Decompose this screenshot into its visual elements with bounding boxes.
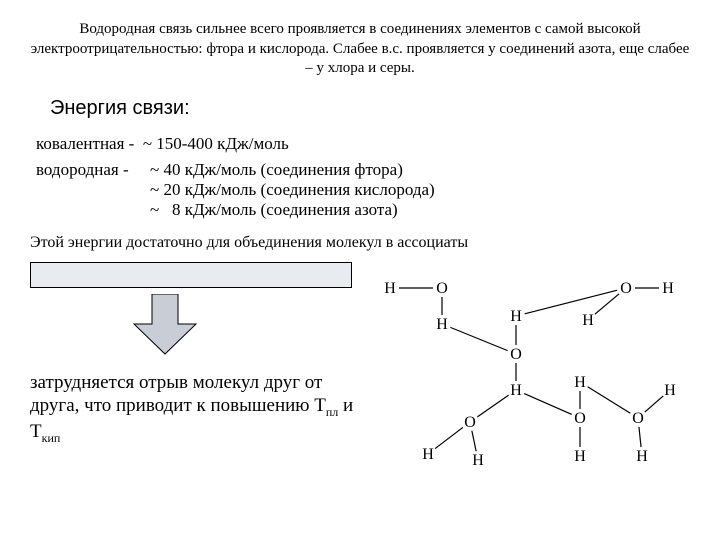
svg-text:H: H [582, 312, 594, 329]
bottom-section: затрудняется отрыв молекул друг от друга… [30, 262, 690, 477]
svg-text:O: O [574, 410, 586, 427]
svg-text:O: O [632, 410, 644, 427]
svg-text:H: H [510, 308, 522, 325]
conclusion-sub2: кип [42, 431, 61, 445]
bar-box [30, 262, 352, 288]
intro-text: Водородная связь сильнее всего проявляет… [30, 20, 690, 79]
arrow-wrap [130, 294, 360, 361]
molecule-diagram: H O H O H H O H H O H H O H H O H H [370, 262, 690, 477]
left-column: затрудняется отрыв молекул друг от друга… [30, 262, 360, 446]
svg-text:H: H [664, 382, 676, 399]
h-val-3: ~ 8 кДж/моль (соединения азота) [150, 200, 435, 220]
svg-text:H: H [472, 452, 484, 469]
footnote-text: Этой энергии достаточно для объединения … [30, 234, 690, 252]
h-val-1: ~ 40 кДж/моль (соединения фтора) [150, 160, 435, 180]
conclusion-part1: затрудняется отрыв молекул друг от друга… [30, 372, 326, 417]
svg-text:H: H [510, 382, 522, 399]
svg-text:O: O [620, 280, 632, 297]
covalent-row: ковалентная - ~ 150-400 кДж/моль [36, 134, 690, 154]
h-val-2: ~ 20 кДж/моль (соединения кислорода) [150, 180, 435, 200]
down-arrow-icon [130, 294, 200, 356]
conclusion-text: затрудняется отрыв молекул друг от друга… [30, 371, 360, 446]
svg-text:H: H [636, 448, 648, 465]
hydrogen-label: водородная - [36, 160, 150, 220]
hydrogen-row: водородная - ~ 40 кДж/моль (соединения ф… [36, 160, 690, 220]
covalent-value: ~ 150-400 кДж/моль [143, 134, 289, 153]
conclusion-sub1: пл [326, 405, 338, 419]
section-title: Энергия связи: [50, 97, 690, 120]
covalent-label: ковалентная - [36, 134, 134, 153]
svg-text:H: H [436, 316, 448, 333]
svg-text:O: O [510, 346, 522, 363]
svg-text:O: O [436, 280, 448, 297]
svg-text:H: H [574, 374, 586, 391]
svg-text:H: H [662, 280, 674, 297]
svg-text:H: H [384, 280, 396, 297]
svg-text:O: O [464, 414, 476, 431]
hydrogen-values: ~ 40 кДж/моль (соединения фтора) ~ 20 кД… [150, 160, 435, 220]
svg-text:H: H [422, 446, 434, 463]
svg-text:H: H [574, 448, 586, 465]
